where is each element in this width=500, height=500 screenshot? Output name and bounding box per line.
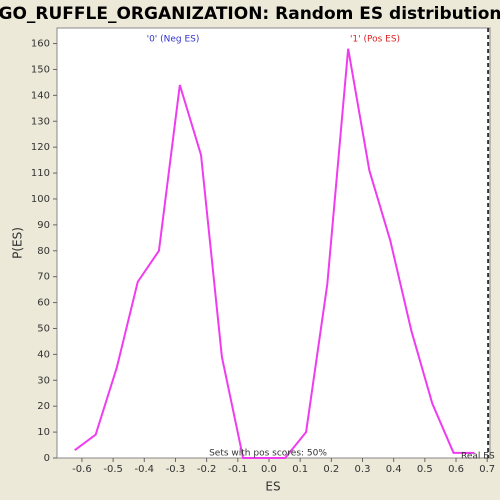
x-tick-label: -0.5 <box>103 464 123 475</box>
y-tick-label: 90 <box>37 220 50 231</box>
annotation: Sets with pos scores: 50% <box>209 449 327 459</box>
annotation: Real ES <box>461 452 495 462</box>
x-tick-label: 0.4 <box>386 464 402 475</box>
x-tick-label: -0.6 <box>72 464 92 475</box>
x-tick-label: 0.7 <box>479 464 495 475</box>
y-tick-label: 110 <box>31 168 50 179</box>
y-tick-label: 50 <box>37 323 50 334</box>
x-tick-label: 0.2 <box>323 464 339 475</box>
plot-area <box>56 27 491 459</box>
x-tick-label: -0.1 <box>228 464 248 475</box>
x-tick-label: 0.5 <box>417 464 433 475</box>
y-tick-label: 160 <box>31 39 50 50</box>
y-tick-label: 30 <box>37 375 50 386</box>
x-axis-label: ES <box>265 480 280 494</box>
y-tick-label: 140 <box>31 90 50 101</box>
x-tick-label: 0.3 <box>355 464 371 475</box>
x-tick-label: -0.2 <box>197 464 217 475</box>
y-tick-label: 120 <box>31 142 50 153</box>
y-tick-label: 130 <box>31 116 50 127</box>
y-tick-label: 70 <box>37 272 50 283</box>
y-tick-label: 0 <box>44 453 50 464</box>
y-tick-label: 10 <box>37 427 50 438</box>
y-tick-label: 40 <box>37 349 50 360</box>
x-tick-label: 0.0 <box>261 464 277 475</box>
y-tick-label: 150 <box>31 64 50 75</box>
x-tick-label: -0.3 <box>166 464 186 475</box>
x-tick-label: -0.4 <box>135 464 155 475</box>
y-axis-label: P(ES) <box>11 227 25 259</box>
y-tick-label: 20 <box>37 401 50 412</box>
chart-title: GO_RUFFLE_ORGANIZATION: Random ES distri… <box>0 4 500 24</box>
series-line <box>74 48 475 459</box>
annotation: '1' (Pos ES) <box>350 35 400 45</box>
y-tick-label: 60 <box>37 298 50 309</box>
y-tick-label: 80 <box>37 246 50 257</box>
annotation: '0' (Neg ES) <box>147 35 200 45</box>
x-tick-label: 0.1 <box>292 464 308 475</box>
y-tick-label: 100 <box>31 194 50 205</box>
x-tick-label: 0.6 <box>448 464 464 475</box>
